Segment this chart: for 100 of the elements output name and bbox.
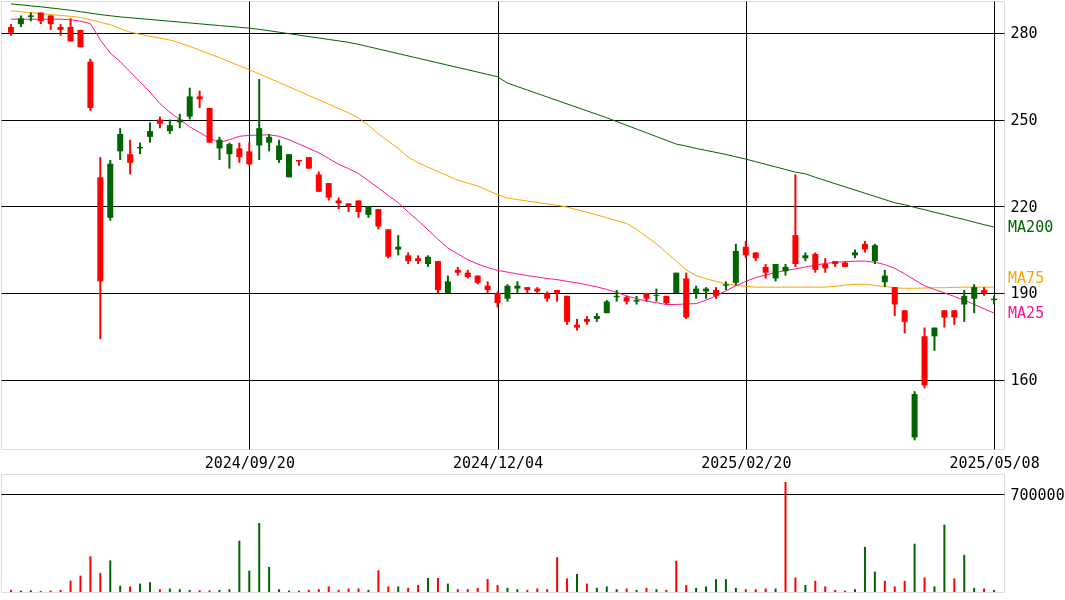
bar <box>615 589 618 592</box>
bar <box>268 566 271 592</box>
bar <box>158 589 161 592</box>
bar <box>516 589 519 592</box>
bar <box>724 579 727 592</box>
bar <box>744 589 747 592</box>
bar <box>79 575 82 592</box>
bar <box>317 589 320 592</box>
bar <box>248 570 251 592</box>
bar <box>903 580 906 592</box>
bar <box>188 589 191 592</box>
bar <box>973 587 976 592</box>
x-tick-label: 2025/05/08 <box>949 453 1040 472</box>
bar <box>575 573 578 592</box>
candlestick <box>146 121 153 144</box>
candlestick <box>236 141 243 164</box>
candlestick <box>256 78 263 161</box>
bar <box>645 587 648 592</box>
bar <box>665 589 668 592</box>
candlestick <box>246 141 253 167</box>
bar <box>466 589 469 592</box>
bar <box>854 589 857 592</box>
bar <box>387 586 390 592</box>
y-tick-label: 190 <box>1010 284 1038 303</box>
bar <box>685 585 688 592</box>
bar <box>784 481 787 592</box>
bar <box>933 586 936 592</box>
bar <box>695 587 698 592</box>
candlestick <box>216 135 223 161</box>
bar <box>129 586 132 592</box>
bar <box>705 586 708 592</box>
candlestick <box>891 286 898 318</box>
line-series <box>10 3 995 228</box>
candlestick <box>315 170 322 193</box>
bar <box>675 560 678 592</box>
bar <box>486 578 489 592</box>
bar <box>754 589 757 592</box>
bar <box>278 589 281 592</box>
bar <box>139 583 142 592</box>
candlestick <box>186 86 193 121</box>
x-tick-label: 2024/09/20 <box>204 453 295 472</box>
bar <box>734 587 737 592</box>
bar <box>804 585 807 592</box>
bar <box>59 589 62 592</box>
bar <box>238 540 241 592</box>
bar <box>417 585 420 592</box>
bar <box>585 583 588 592</box>
bar <box>397 586 400 592</box>
bar <box>258 522 261 592</box>
bar <box>327 586 330 592</box>
candlestick <box>653 287 660 303</box>
y-tick-label: 280 <box>1010 24 1038 43</box>
bar <box>794 577 797 592</box>
x-tick-label: 2024/12/04 <box>452 453 544 472</box>
bar <box>893 586 896 592</box>
bar <box>99 572 102 592</box>
bar <box>993 589 996 592</box>
bar <box>436 578 439 592</box>
bar <box>119 585 122 592</box>
bar <box>883 580 886 592</box>
bar <box>377 570 380 592</box>
bar <box>337 589 340 592</box>
bar <box>506 587 509 592</box>
candlestick <box>871 242 878 266</box>
candlestick <box>127 138 134 176</box>
bar <box>943 524 946 592</box>
bar <box>834 589 837 592</box>
bar <box>556 557 559 592</box>
bar <box>873 571 876 592</box>
candlestick <box>971 283 978 315</box>
y-tick-label: 250 <box>1010 111 1038 129</box>
candlestick <box>375 208 382 231</box>
x-tick-label: 2025/02/20 <box>701 453 792 472</box>
y-tick-label: 160 <box>1010 371 1038 390</box>
bar <box>546 589 549 592</box>
bar <box>456 589 459 592</box>
bar <box>407 587 410 592</box>
bar <box>148 582 151 592</box>
bar <box>9 589 12 592</box>
candlestick <box>395 234 402 257</box>
bar <box>427 578 430 592</box>
bar <box>953 578 956 592</box>
bar <box>178 589 181 592</box>
bar <box>446 583 449 592</box>
bar <box>89 556 92 592</box>
candlestick <box>961 289 968 323</box>
candlestick <box>901 309 908 335</box>
bar <box>307 589 310 592</box>
candlestick <box>117 127 124 161</box>
bar <box>566 578 569 592</box>
bar <box>655 589 658 592</box>
bar <box>69 580 72 592</box>
bar <box>923 577 926 592</box>
bar <box>595 587 598 592</box>
bar <box>526 589 529 592</box>
bar <box>218 589 221 592</box>
candlestick <box>812 251 819 274</box>
candlestick <box>226 141 233 170</box>
bar <box>963 554 966 592</box>
bar <box>863 546 866 592</box>
